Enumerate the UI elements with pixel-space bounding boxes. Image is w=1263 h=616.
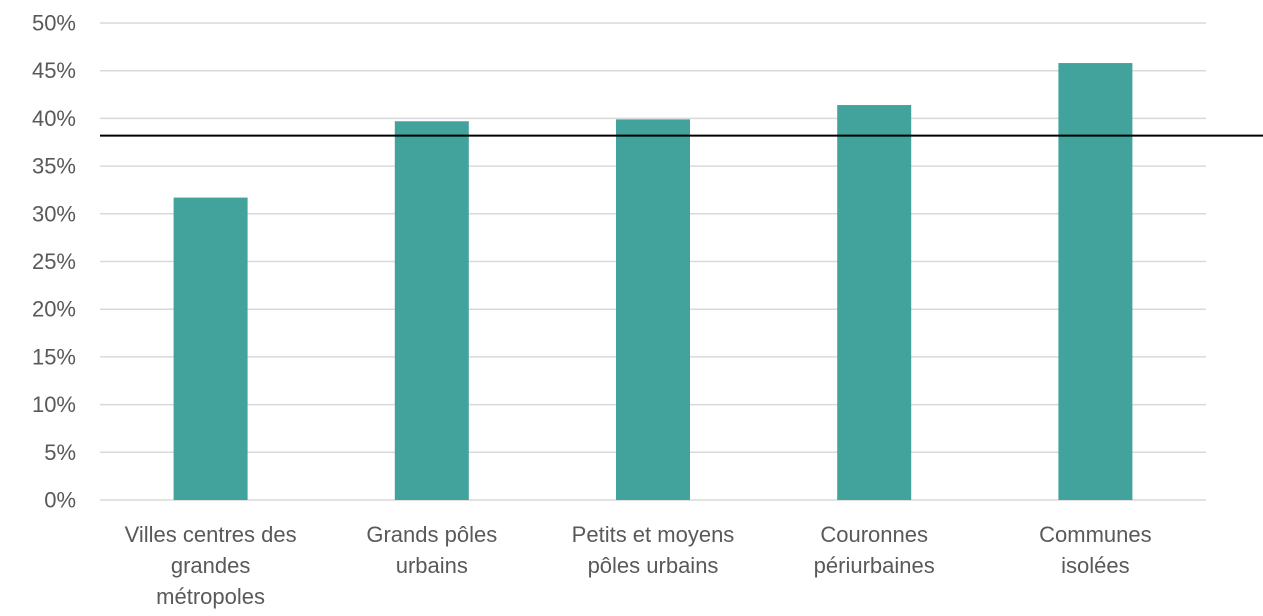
y-tick-label: 25%	[32, 249, 76, 274]
x-tick-label: Couronnes périurbaines	[814, 522, 935, 578]
x-tick-label: Communes isolées	[1039, 522, 1151, 578]
y-tick-label: 40%	[32, 106, 76, 131]
x-axis-category-labels: Villes centres des grandes métropoles Grand…	[125, 522, 1152, 609]
y-tick-label: 30%	[32, 201, 76, 226]
bar	[173, 197, 248, 500]
bars	[173, 63, 1133, 501]
bar	[616, 119, 690, 500]
y-tick-label: 50%	[32, 11, 76, 36]
y-tick-label: 35%	[32, 154, 76, 179]
y-tick-label: 45%	[32, 58, 76, 83]
bar	[394, 121, 469, 501]
bar	[837, 105, 912, 500]
y-tick-label: 5%	[44, 440, 76, 465]
x-tick-label: Grands pôles urbains	[366, 522, 497, 578]
y-tick-label: 20%	[32, 297, 76, 322]
y-tick-label: 0%	[44, 488, 76, 513]
y-axis-tick-labels: 0% 5% 10% 15% 20% 25% 30% 35% 40% 45% 50%	[32, 11, 76, 513]
x-tick-label: Villes centres des grandes métropoles	[125, 522, 297, 609]
x-tick-label: Petits et moyens pôles urbains	[572, 522, 735, 578]
bar	[1058, 63, 1133, 501]
y-tick-label: 10%	[32, 392, 76, 417]
y-tick-label: 15%	[32, 344, 76, 369]
